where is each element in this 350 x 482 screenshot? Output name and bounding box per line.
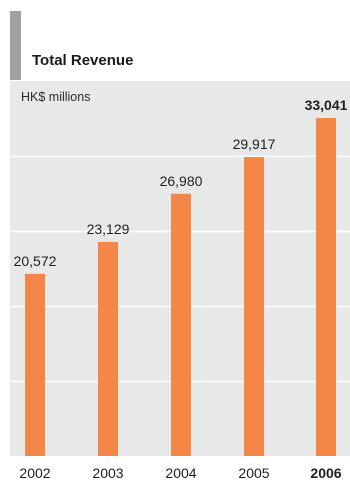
category-label-2002: 2002: [19, 465, 50, 481]
value-labels: 20,572 23,129 26,980 29,917 33,041: [14, 97, 348, 269]
category-label-2006: 2006: [310, 465, 341, 481]
bar-2006: [316, 117, 336, 457]
bar-2005: [244, 157, 264, 456]
title-accent-bar: [10, 11, 21, 80]
value-label-2004: 26,980: [160, 173, 203, 189]
value-label-2002: 20,572: [14, 253, 57, 269]
chart-title: Total Revenue: [32, 52, 134, 69]
value-label-2005: 29,917: [233, 136, 276, 152]
y-axis-unit-label: HK$ millions: [21, 90, 90, 104]
category-label-2004: 2004: [165, 465, 196, 481]
value-label-2003: 23,129: [87, 221, 130, 237]
value-label-2006: 33,041: [305, 97, 348, 113]
category-label-2005: 2005: [238, 465, 269, 481]
category-label-2003: 2003: [92, 465, 123, 481]
bar-2004: [171, 193, 191, 456]
bars: [25, 117, 336, 457]
bar-2002: [25, 273, 45, 456]
category-labels: 2002 2003 2004 2005 2006: [19, 465, 341, 481]
bar-2003: [98, 241, 118, 456]
